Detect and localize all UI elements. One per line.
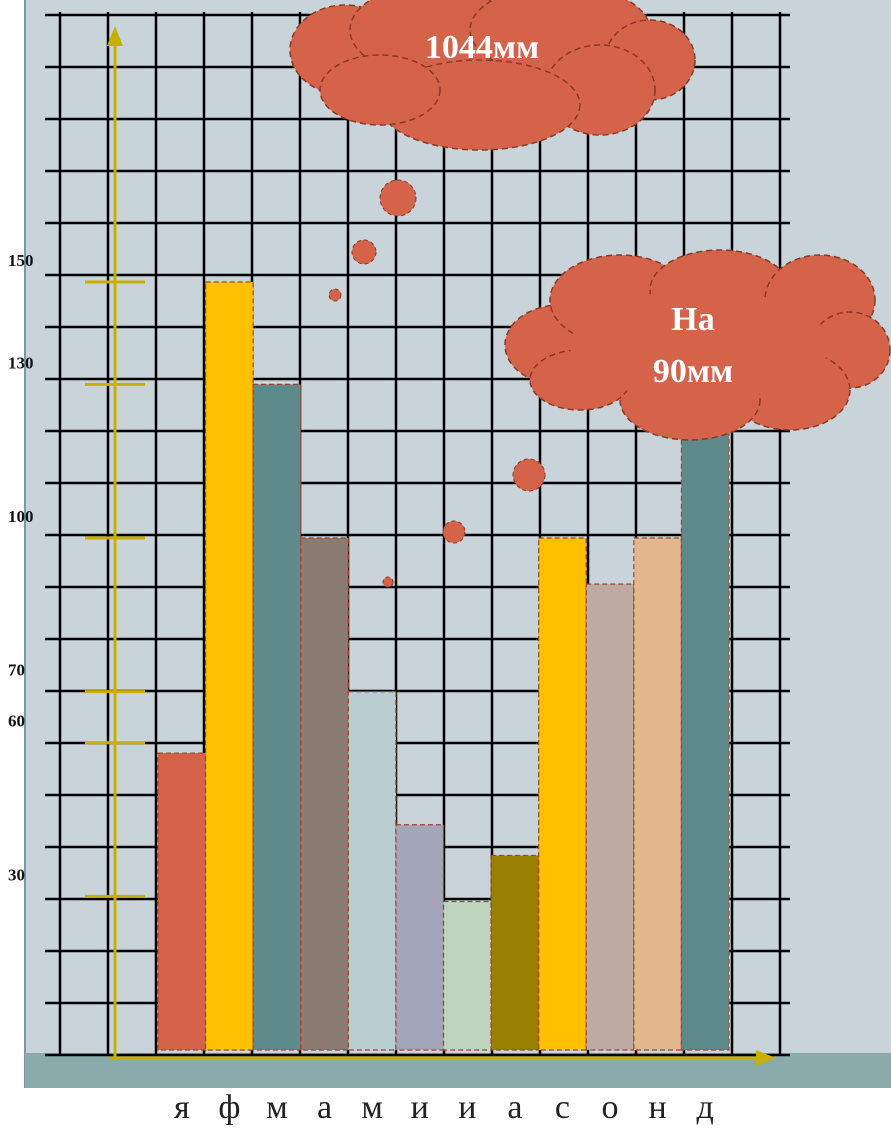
x-tick-label: а: [507, 1089, 522, 1126]
x-tick-label: д: [697, 1089, 714, 1126]
bar: [206, 282, 254, 1050]
bar: [444, 902, 492, 1050]
x-tick-label: о: [602, 1089, 619, 1126]
y-tick-label: 30: [8, 865, 25, 884]
bubble: [352, 240, 376, 264]
y-tick-label: 70: [8, 661, 25, 680]
bubble: [383, 577, 393, 587]
x-tick-label: и: [411, 1089, 429, 1126]
chart: 306070100130150 1044мм На90мм яфмамииасо…: [0, 0, 891, 1136]
bar: [301, 538, 349, 1050]
x-tick-label: м: [361, 1089, 383, 1126]
bar: [491, 855, 539, 1050]
x-tick-label: ф: [218, 1089, 240, 1126]
bar: [539, 538, 587, 1050]
bubble: [380, 180, 416, 216]
y-tick-label: 100: [8, 507, 34, 526]
annotation: 90мм: [653, 353, 733, 390]
y-tick-label: 130: [8, 353, 34, 372]
y-tick-label: 150: [8, 251, 34, 270]
x-tick-label: н: [649, 1089, 667, 1126]
bubble: [329, 289, 341, 301]
annotation: На: [671, 301, 714, 338]
x-tick-label: а: [317, 1089, 332, 1126]
annotation: 1044мм: [425, 29, 539, 66]
bubble: [443, 521, 465, 543]
y-tick-label: 60: [8, 712, 25, 731]
x-tick-label: м: [266, 1089, 288, 1126]
bar: [634, 538, 682, 1050]
bar: [348, 692, 396, 1050]
x-tick-label: я: [174, 1089, 190, 1126]
x-tick-label: с: [555, 1089, 570, 1126]
bubble: [513, 459, 545, 491]
bar: [681, 430, 729, 1050]
bar: [586, 584, 634, 1050]
bar: [396, 825, 444, 1050]
bar: [253, 384, 301, 1050]
bar: [158, 753, 206, 1050]
x-tick-label: и: [458, 1089, 476, 1126]
page: {"chart_data": {"type": "bar", "categori…: [0, 0, 891, 1136]
